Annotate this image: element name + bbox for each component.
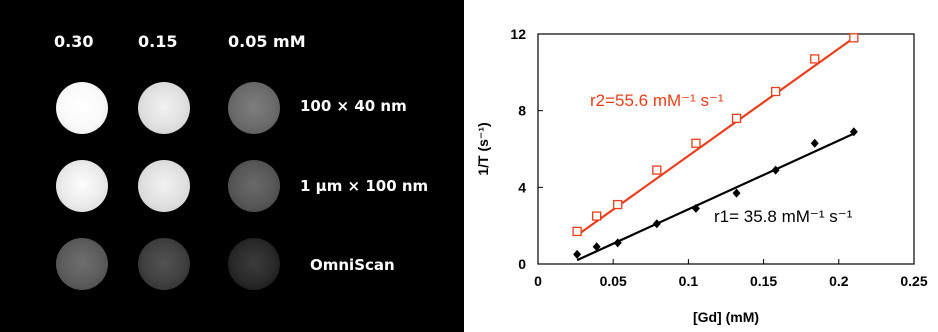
data-point-diamond	[652, 219, 661, 229]
phantom-sample	[56, 160, 108, 212]
x-axis-label: [Gd] (mM)	[693, 309, 759, 325]
fit-line	[576, 132, 855, 262]
concentration-label: 0.05 mM	[228, 32, 306, 51]
concentration-label: 0.30	[54, 32, 94, 51]
y-tick-label: 8	[518, 103, 526, 119]
data-point-square	[652, 165, 662, 175]
x-tick-label: 0.2	[829, 273, 849, 289]
data-point-square	[572, 226, 582, 237]
data-point-square	[770, 86, 781, 97]
row-label: 100 × 40 nm	[300, 97, 407, 115]
x-tick-label: 0.05	[600, 273, 627, 289]
data-point-diamond	[849, 127, 858, 137]
relaxivity-chart: 0 0.05 0.1 0.15 0.2 0.25 0 4 8 12 [Gd] (mM) 1/T (s⁻…	[475, 26, 928, 325]
data-point-diamond	[573, 249, 582, 259]
y-tick-label: 4	[518, 179, 526, 195]
y-tick-label: 0	[518, 256, 526, 272]
phantom-sample	[228, 238, 280, 290]
plot-frame	[537, 33, 915, 265]
data-point-diamond	[691, 203, 700, 213]
data-point-diamond	[592, 242, 601, 252]
phantom-sample	[228, 160, 280, 212]
row-label: 1 μm × 100 nm	[300, 177, 429, 195]
data-point-square	[592, 211, 602, 221]
phantom-sample	[228, 82, 280, 134]
phantom-sample	[138, 160, 190, 212]
mri-phantom-image: 0.30 0.15 0.05 mM 100 × 40 nm 1 μm × 100…	[0, 0, 464, 332]
data-point-diamond	[771, 165, 780, 175]
x-tick-label: 0	[534, 273, 542, 289]
phantom-sample	[56, 82, 108, 134]
y-axis-label: 1/T (s⁻¹)	[475, 122, 491, 175]
data-point-square	[731, 113, 742, 123]
data-point-square	[849, 33, 859, 43]
data-point-diamond	[810, 138, 819, 148]
concentration-label: 0.15	[138, 32, 178, 51]
r1-annotation: r1= 35.8 mM⁻¹ s⁻¹	[714, 207, 853, 226]
data-point-diamond	[732, 188, 741, 198]
data-point-square	[613, 199, 623, 210]
phantom-sample	[138, 82, 190, 134]
data-point-diamond	[613, 238, 622, 248]
data-point-square	[810, 54, 820, 64]
x-tick-label: 0.15	[750, 273, 777, 289]
x-tick-label: 0.1	[679, 273, 699, 289]
row-label: OmniScan	[310, 256, 395, 274]
phantom-sample	[138, 238, 190, 290]
data-point-square	[691, 138, 701, 148]
x-tick-label: 0.25	[900, 273, 927, 289]
phantom-sample	[56, 238, 108, 290]
fit-line	[576, 36, 855, 237]
y-tick-label: 12	[510, 26, 526, 42]
r2-annotation: r2=55.6 mM⁻¹ s⁻¹	[590, 91, 724, 110]
